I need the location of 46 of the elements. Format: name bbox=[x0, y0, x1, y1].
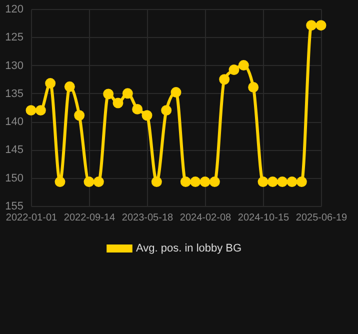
point bbox=[209, 176, 220, 188]
point bbox=[122, 88, 133, 99]
point bbox=[103, 88, 114, 100]
point bbox=[190, 176, 201, 188]
point bbox=[54, 176, 66, 188]
point bbox=[228, 64, 240, 76]
point bbox=[286, 176, 298, 188]
point bbox=[219, 74, 230, 85]
point bbox=[35, 105, 46, 116]
y-tick-label: 125 bbox=[5, 32, 24, 44]
x-tick-label: 2023-05-18 bbox=[122, 212, 174, 224]
point bbox=[180, 176, 191, 188]
point bbox=[142, 110, 152, 121]
x-tick-label: 2022-01-01 bbox=[6, 212, 58, 224]
point bbox=[277, 176, 288, 188]
point bbox=[45, 78, 56, 89]
point bbox=[248, 82, 259, 92]
x-tick-label: 2022-09-14 bbox=[64, 212, 116, 224]
point bbox=[200, 176, 210, 188]
x-tick-label: 2025-06-19 bbox=[296, 212, 348, 224]
point bbox=[112, 98, 124, 108]
x-tick-label: 2024-10-15 bbox=[238, 212, 290, 224]
point bbox=[238, 60, 249, 71]
point bbox=[296, 176, 307, 188]
y-tick-label: 150 bbox=[5, 172, 24, 184]
y-tick-label: 140 bbox=[5, 116, 24, 128]
point bbox=[151, 176, 162, 188]
y-tick-label: 120 bbox=[5, 4, 24, 16]
point bbox=[84, 176, 94, 188]
y-tick-label: 155 bbox=[5, 200, 24, 212]
y-tick-label: 135 bbox=[5, 88, 24, 100]
point bbox=[93, 176, 104, 188]
point bbox=[132, 104, 143, 114]
point bbox=[267, 176, 278, 188]
point bbox=[161, 105, 172, 116]
point bbox=[170, 87, 182, 98]
legend-label: Avg. pos. in lobby BG bbox=[136, 242, 242, 254]
point bbox=[316, 20, 326, 31]
point bbox=[64, 81, 75, 92]
point bbox=[74, 110, 85, 121]
point bbox=[306, 20, 317, 31]
point bbox=[26, 105, 36, 116]
point bbox=[258, 176, 268, 188]
x-tick-label: 2024-02-08 bbox=[180, 212, 232, 224]
y-tick-label: 130 bbox=[5, 60, 24, 72]
y-tick-label: 145 bbox=[5, 144, 24, 156]
